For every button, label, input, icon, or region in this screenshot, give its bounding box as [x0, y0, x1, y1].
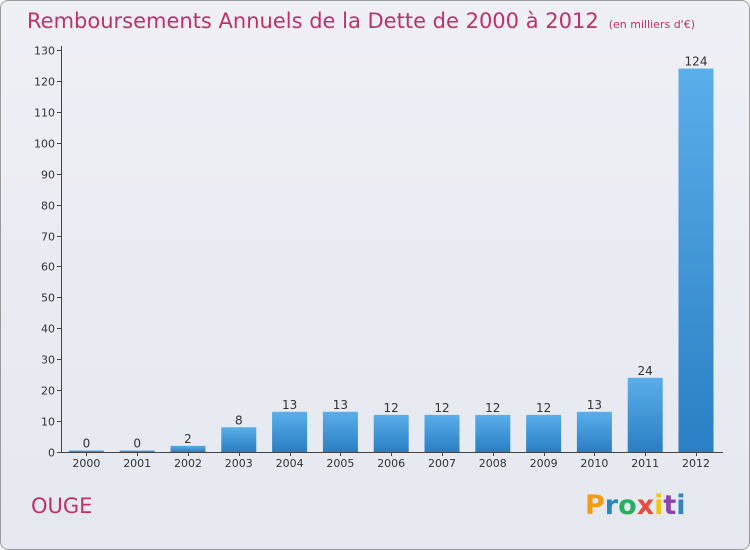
value-label: 0: [133, 437, 141, 451]
bar: [576, 411, 612, 452]
value-label: 13: [282, 398, 297, 412]
value-label: 13: [333, 398, 348, 412]
x-axis: 2000 2001 2002 2003 2004 2005 2006 2007 2008 2009…: [61, 452, 723, 470]
y-axis: 0 10 20 30 40 50 60 70 80 90 100 110 120 130: [34, 45, 62, 460]
value-label: 24: [638, 364, 653, 378]
bar: [475, 414, 511, 452]
x-tick-label: 2007: [428, 457, 456, 470]
y-tick-label: 130: [34, 45, 55, 58]
proxiti-logo: Proxiti: [585, 490, 686, 521]
y-tick-label: 80: [41, 200, 55, 213]
x-tick-label: 2008: [479, 457, 507, 470]
logo-letter: i: [676, 490, 686, 521]
chart-subtitle: (en milliers d'€): [608, 18, 695, 31]
bar: [170, 445, 206, 452]
x-tick-label: 2006: [377, 457, 405, 470]
y-tick-label: 110: [34, 107, 55, 120]
bar: [526, 414, 562, 452]
y-tick-label: 0: [48, 447, 55, 460]
value-label: 13: [587, 398, 602, 412]
logo-letter: P: [585, 490, 605, 521]
chart-title: Remboursements Annuels de la Dette de 20…: [27, 9, 695, 33]
bar: [627, 377, 663, 452]
value-label: 12: [485, 401, 500, 415]
x-tick-label: 2012: [682, 457, 710, 470]
y-tick-label: 40: [41, 323, 55, 336]
logo-letter: o: [618, 490, 637, 521]
logo-letter: t: [663, 490, 677, 521]
value-label: 8: [235, 413, 243, 427]
commune-name: OUGE: [31, 494, 93, 518]
value-label: 12: [536, 401, 551, 415]
x-tick-label: 2002: [174, 457, 202, 470]
y-tick-label: 100: [34, 138, 55, 151]
x-tick-label: 2004: [276, 457, 304, 470]
y-tick-label: 50: [41, 292, 55, 305]
y-tick-label: 10: [41, 416, 55, 429]
logo-letter: i: [654, 490, 664, 521]
y-tick-label: 120: [34, 76, 55, 89]
value-label: 124: [685, 55, 708, 69]
x-tick-label: 2000: [72, 457, 100, 470]
bar: [119, 450, 155, 452]
chart-title-text: Remboursements Annuels de la Dette de 20…: [27, 9, 599, 33]
value-label: 0: [83, 437, 91, 451]
bar: [424, 414, 460, 452]
logo-letter: r: [604, 490, 619, 521]
bar: [322, 411, 358, 452]
x-tick-label: 2003: [225, 457, 253, 470]
y-tick-label: 70: [41, 231, 55, 244]
x-tick-label: 2005: [326, 457, 354, 470]
x-tick-label: 2001: [123, 457, 151, 470]
y-tick-label: 90: [41, 169, 55, 182]
value-label: 12: [434, 401, 449, 415]
value-label: 12: [384, 401, 399, 415]
y-tick-label: 20: [41, 385, 55, 398]
y-tick-label: 30: [41, 354, 55, 367]
x-tick-label: 2010: [580, 457, 608, 470]
bar: [373, 414, 409, 452]
logo-letter: x: [636, 490, 655, 521]
bar: [678, 68, 714, 453]
bars: [68, 68, 714, 453]
y-tick-label: 60: [41, 261, 55, 274]
value-labels: 0 0 2 8 13 13 12 12 12 12 13 24 124: [83, 55, 708, 451]
bar: [221, 427, 257, 452]
bar: [272, 411, 308, 452]
bar: [68, 450, 104, 452]
x-tick-label: 2011: [631, 457, 659, 470]
value-label: 2: [184, 432, 192, 446]
x-tick-label: 2009: [530, 457, 558, 470]
